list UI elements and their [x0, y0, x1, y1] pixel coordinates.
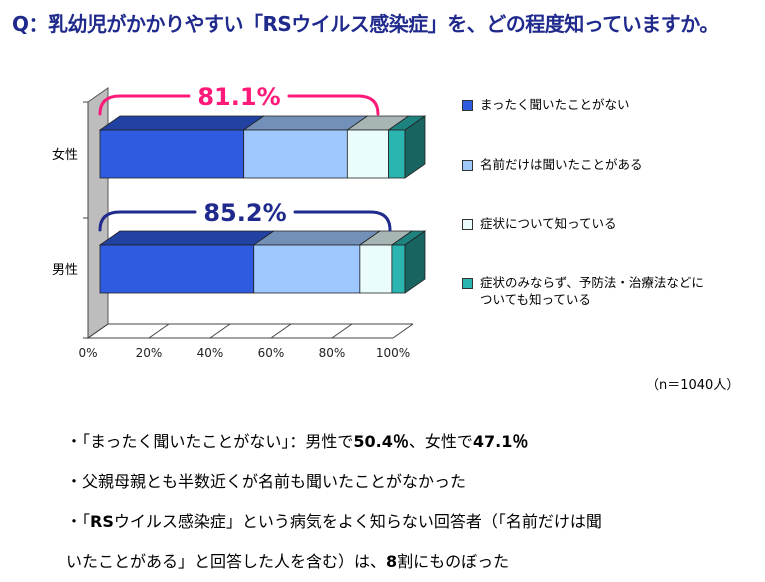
floor-grid-line [209, 323, 231, 339]
legend-item: まったく聞いたことがない [462, 96, 710, 113]
bar-segment [99, 129, 245, 179]
bar-segment [346, 129, 389, 179]
x-tick-label: 60% [258, 346, 285, 360]
floor-grid-line [331, 323, 353, 339]
legend-swatch [462, 278, 473, 289]
finding-text: ・「 [66, 512, 91, 531]
floor-grid-line [270, 323, 292, 339]
legend-item: 名前だけは聞いたことがある [462, 156, 710, 173]
bar-segment [253, 244, 361, 294]
finding-value: 47.1％ [472, 432, 529, 451]
finding-3: ・「RSウイルス感染症」という病気をよく知らない回答者（「名前だけは聞いたことが… [66, 502, 726, 582]
finding-value: RS [90, 512, 114, 531]
finding-value: 8 [386, 552, 398, 571]
bar-end-face [404, 230, 426, 294]
legend-swatch [462, 219, 473, 230]
annotation-label: 85.2% [203, 199, 286, 227]
legend-item: 症状のみならず、予防法・治療法などについても知っている [462, 274, 710, 308]
finding-text: いたことがある」と回答した人を含む）は、 [66, 552, 387, 571]
findings-list: ・「まったく聞いたことがない」：男性で50.4％、女性で47.1％ ・父親母親と… [66, 422, 726, 582]
annotation-bracket [98, 210, 392, 232]
finding-value: 50.4％ [353, 432, 409, 451]
annotation-label: 81.1% [197, 83, 280, 111]
finding-text: 割にものぼった [397, 552, 510, 571]
finding-text: 、女性で [408, 432, 473, 451]
finding-2: ・父親母親とも半数近くが名前も聞いたことがなかった [66, 462, 726, 502]
finding-text: ウイルス感染症」という病気をよく知らない回答者（「名前だけは聞 [113, 512, 602, 531]
sample-size-note: （n＝1040人） [646, 378, 740, 393]
bar-segment-top [252, 230, 382, 246]
bar-end-face [404, 115, 426, 179]
x-tick-label: 80% [319, 346, 346, 360]
bar-segment [243, 129, 348, 179]
x-tick-label: 100% [376, 346, 410, 360]
x-tick-label: 0% [78, 346, 97, 360]
x-tick-label: 40% [197, 346, 224, 360]
floor-grid-line [148, 323, 170, 339]
bar-segment-top [242, 115, 369, 131]
finding-text: ・父親母親とも半数近くが名前も聞いたことがなかった [66, 472, 467, 491]
legend-swatch [462, 160, 473, 171]
legend-label: 名前だけは聞いたことがある [480, 157, 643, 172]
category-label: 男性 [52, 263, 78, 278]
legend-item: 症状について知っている [462, 215, 710, 232]
finding-text: ・「まったく聞いたことがない」：男性で [66, 432, 354, 451]
page-title: Q：乳幼児がかかりやすい「RSウイルス感染症」を、どの程度知っていますか。 [12, 12, 719, 36]
bar-segment [391, 244, 406, 294]
x-tick-label: 20% [136, 346, 163, 360]
category-label: 女性 [52, 147, 78, 163]
bar-segment-top [98, 115, 265, 131]
legend-label: 症状のみならず、予防法・治療法などについても知っている [480, 275, 704, 307]
chart-side-wall [87, 87, 109, 339]
legend-label: まったく聞いたことがない [480, 97, 630, 112]
floor-grid-line [87, 323, 109, 339]
bar-segment [388, 129, 406, 179]
legend-label: 症状について知っている [480, 216, 617, 231]
floor-grid-line [392, 323, 414, 339]
legend-swatch [462, 100, 473, 111]
bar-segment-top [98, 230, 275, 246]
finding-1: ・「まったく聞いたことがない」：男性で50.4％、女性で47.1％ [66, 422, 726, 462]
bar-segment [99, 244, 255, 294]
bar-segment [359, 244, 393, 294]
annotation-bracket [98, 94, 380, 116]
